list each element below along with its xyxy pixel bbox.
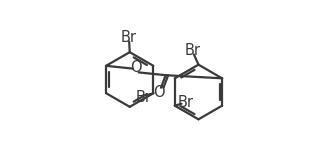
Text: Br: Br: [178, 95, 194, 110]
Text: Br: Br: [184, 43, 200, 58]
Text: O: O: [130, 60, 142, 75]
Text: O: O: [154, 85, 165, 100]
Text: Br: Br: [135, 90, 151, 105]
Text: Br: Br: [121, 30, 137, 45]
